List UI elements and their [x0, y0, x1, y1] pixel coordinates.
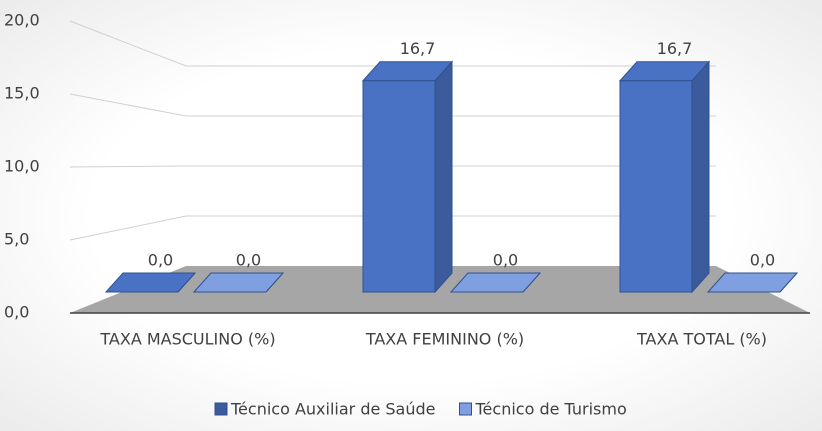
y-tick-label: 10,0	[4, 157, 40, 176]
bar	[618, 60, 711, 294]
legend-swatch	[459, 402, 472, 416]
bar-face	[691, 60, 710, 294]
grid-line	[69, 215, 716, 241]
data-label: 16,7	[657, 39, 693, 58]
y-tick-label: 0,0	[4, 303, 29, 322]
bar-face	[434, 60, 453, 294]
y-tick-label: 15,0	[4, 84, 40, 103]
y-tick-label: 20,0	[4, 11, 40, 30]
data-label: 0,0	[148, 251, 173, 270]
bar	[104, 272, 197, 293]
data-label: 0,0	[493, 251, 518, 270]
bar	[449, 272, 542, 293]
bar-face	[362, 80, 436, 293]
legend-label: Técnico Auxiliar de Saúde	[230, 400, 436, 419]
bar	[706, 272, 799, 293]
grid-line	[69, 165, 716, 168]
y-tick-label: 5,0	[4, 230, 29, 249]
data-label: 16,7	[400, 39, 436, 58]
data-label: 0,0	[750, 251, 775, 270]
bar-face	[619, 80, 693, 293]
legend-label: Técnico de Turismo	[475, 400, 627, 419]
data-label: 0,0	[236, 251, 261, 270]
x-tick-label: TAXA MASCULINO (%)	[99, 330, 275, 349]
x-tick-label: TAXA FEMININO (%)	[365, 330, 524, 349]
bar	[361, 60, 454, 294]
x-tick-label: TAXA TOTAL (%)	[636, 330, 767, 349]
grid-line	[69, 20, 716, 67]
legend-swatch	[214, 402, 228, 416]
grid-line	[69, 93, 716, 117]
bar	[192, 272, 285, 293]
